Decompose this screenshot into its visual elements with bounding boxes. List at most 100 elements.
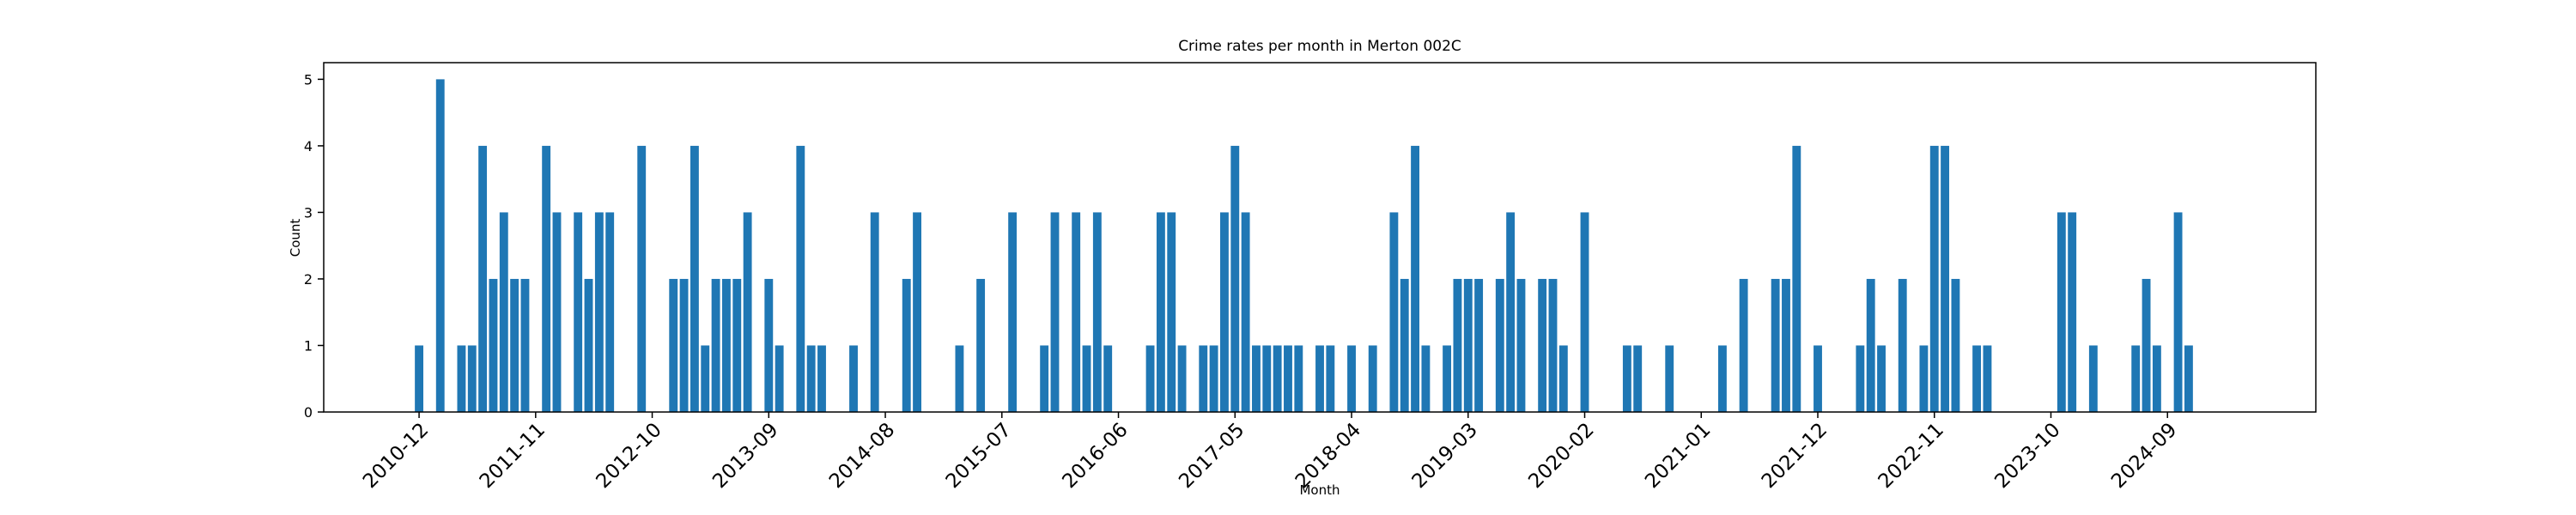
bar <box>2173 212 2183 412</box>
bar <box>1050 212 1060 412</box>
bar <box>1580 212 1589 412</box>
y-tick-label: 4 <box>304 138 313 154</box>
bar <box>1252 345 1261 412</box>
bar <box>679 278 689 412</box>
bar <box>764 278 774 412</box>
bar <box>1145 345 1155 412</box>
bar <box>1771 278 1780 412</box>
bar <box>478 145 488 412</box>
bar <box>1474 278 1484 412</box>
bar <box>1072 212 1081 412</box>
bar <box>1463 278 1473 412</box>
bar <box>1273 345 1282 412</box>
bar <box>849 345 858 412</box>
bar <box>1368 345 1377 412</box>
bar <box>976 278 986 412</box>
bar <box>711 278 720 412</box>
bar <box>542 145 551 412</box>
y-tick-label: 3 <box>304 204 313 221</box>
bar <box>1495 278 1504 412</box>
plot-frame <box>323 62 2317 413</box>
bar <box>1866 278 1875 412</box>
bar <box>457 345 466 412</box>
y-tick-label: 5 <box>304 71 313 88</box>
bar <box>1814 345 1822 412</box>
bar <box>1739 278 1748 412</box>
chart-title: Crime rates per month in Merton 002C <box>1178 38 1461 55</box>
bar <box>1782 278 1790 412</box>
bar <box>1284 345 1292 412</box>
bar <box>1103 345 1113 412</box>
bar <box>594 212 604 412</box>
bar <box>2131 345 2141 412</box>
bar <box>1389 212 1399 412</box>
bar <box>1262 345 1272 412</box>
bar <box>1443 345 1452 412</box>
bar <box>1665 345 1674 412</box>
bar <box>1972 345 1982 412</box>
bar <box>1538 278 1547 412</box>
bar <box>574 212 583 412</box>
bar <box>870 212 879 412</box>
bar <box>1220 212 1229 412</box>
bar <box>467 345 477 412</box>
bar <box>1877 345 1886 412</box>
bar <box>499 212 508 412</box>
bar <box>913 212 921 412</box>
bar <box>2088 345 2098 412</box>
bar <box>796 145 805 412</box>
bar <box>1548 278 1558 412</box>
bar <box>637 145 647 412</box>
bar <box>1082 345 1091 412</box>
bar <box>955 345 964 412</box>
bar <box>1622 345 1631 412</box>
bar <box>1400 278 1409 412</box>
bar <box>605 212 615 412</box>
bar <box>732 278 742 412</box>
bar <box>1040 345 1049 412</box>
bar <box>435 79 445 412</box>
bar <box>669 278 678 412</box>
y-tick-label: 1 <box>304 337 313 354</box>
bar <box>1919 345 1929 412</box>
bar <box>806 345 816 412</box>
bar <box>1856 345 1865 412</box>
bar <box>1898 278 1907 412</box>
bar <box>510 278 519 412</box>
bar <box>722 278 731 412</box>
bar <box>902 278 911 412</box>
bar <box>1506 212 1516 412</box>
bar <box>1516 278 1526 412</box>
bar <box>2152 345 2161 412</box>
x-axis-label: Month <box>1299 482 1340 498</box>
y-axis-label: Count <box>288 219 303 258</box>
bar <box>1326 345 1335 412</box>
bar <box>1983 345 1992 412</box>
bar <box>1347 345 1356 412</box>
bar <box>2057 212 2066 412</box>
bar <box>584 278 593 412</box>
bar <box>1199 345 1208 412</box>
bar <box>1092 212 1102 412</box>
bar <box>1633 345 1643 412</box>
bar <box>1008 212 1018 412</box>
bar <box>1421 345 1431 412</box>
bar <box>690 145 699 412</box>
bar <box>775 345 784 412</box>
bar <box>520 278 530 412</box>
bar <box>1156 212 1165 412</box>
bar <box>743 212 752 412</box>
bar <box>701 345 710 412</box>
bar <box>1315 345 1324 412</box>
bar <box>415 345 423 412</box>
bar <box>1177 345 1187 412</box>
bar <box>1230 145 1240 412</box>
bar <box>1411 145 1419 412</box>
bar <box>2068 212 2077 412</box>
bar <box>1951 278 1960 412</box>
y-tick-label: 2 <box>304 271 313 288</box>
bar <box>1453 278 1462 412</box>
bar <box>817 345 826 412</box>
